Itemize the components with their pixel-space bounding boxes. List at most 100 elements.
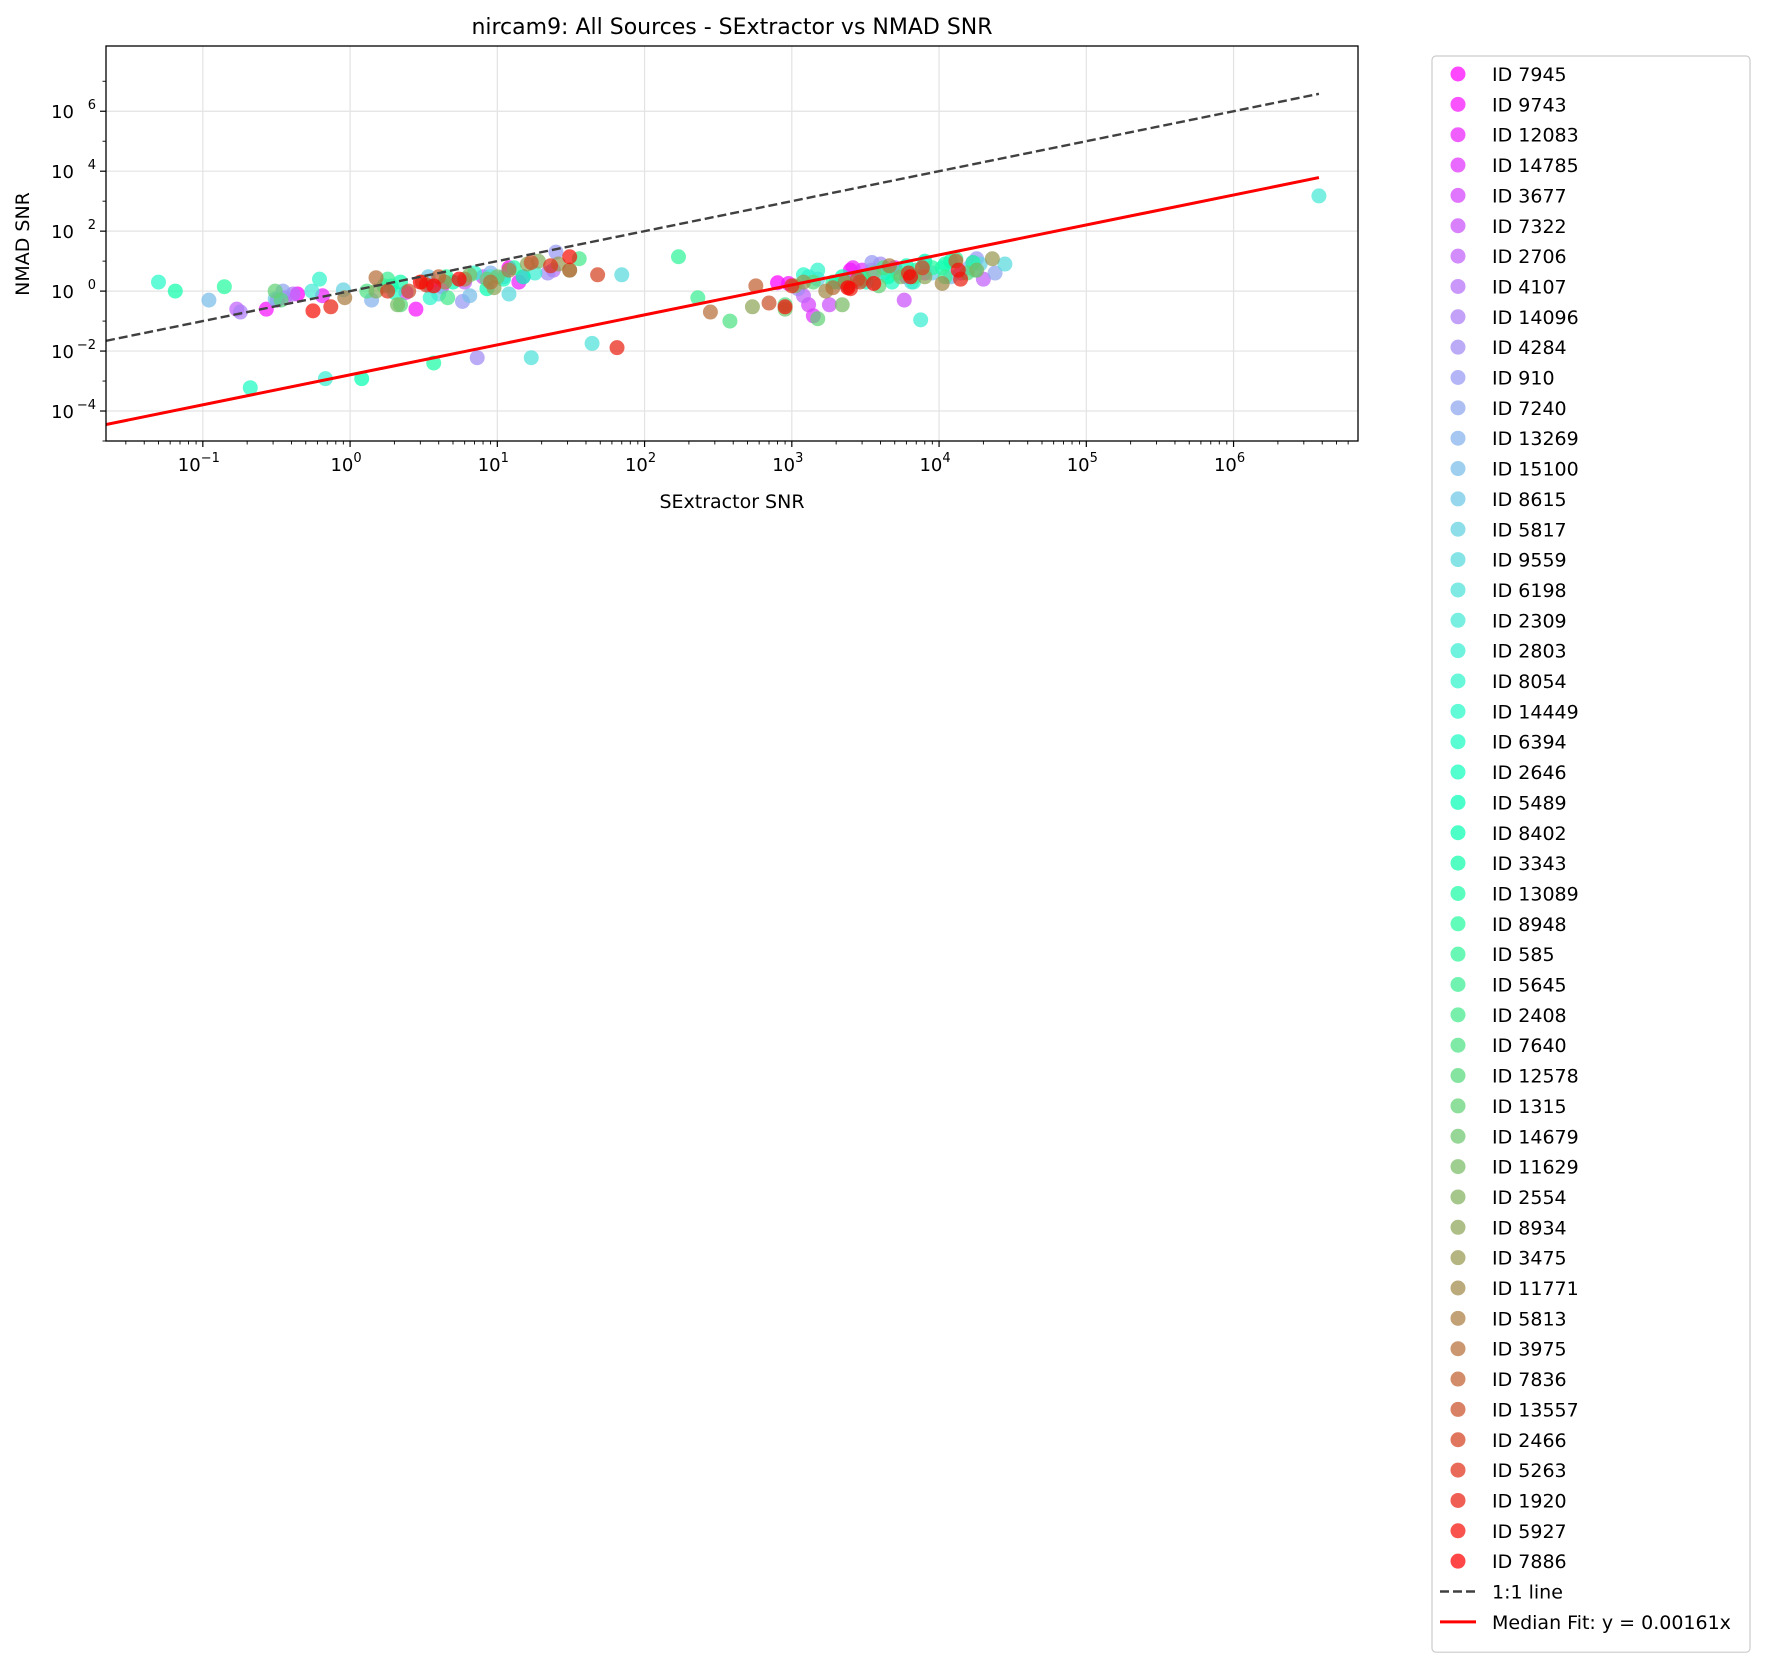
y-tick-label: 10 −4 — [51, 398, 96, 423]
data-point — [151, 274, 167, 290]
data-point — [232, 304, 248, 320]
legend-marker — [1450, 491, 1466, 507]
legend-label: ID 2309 — [1492, 610, 1567, 632]
legend-label: ID 12578 — [1492, 1066, 1579, 1088]
legend-marker — [1450, 339, 1466, 355]
y-tick-label: 10 6 — [51, 98, 96, 123]
data-point — [690, 290, 706, 306]
legend-marker — [1450, 946, 1466, 962]
legend-label: ID 4284 — [1492, 337, 1567, 359]
legend-label: ID 2408 — [1492, 1005, 1567, 1027]
data-point — [501, 262, 517, 278]
data-point — [167, 283, 183, 299]
legend-label: ID 8934 — [1492, 1217, 1567, 1239]
legend-label: ID 6394 — [1492, 732, 1567, 754]
legend-marker — [1450, 187, 1466, 203]
legend-marker — [1450, 612, 1466, 628]
one-to-one-line — [106, 92, 1320, 342]
legend-label: ID 7240 — [1492, 398, 1567, 420]
y-tick-label: 10 −2 — [51, 338, 96, 363]
data-point — [305, 303, 321, 319]
legend-marker — [1450, 309, 1466, 325]
data-point — [702, 304, 718, 320]
data-point — [896, 292, 912, 308]
legend-marker — [1450, 370, 1466, 385]
legend-marker — [1450, 885, 1466, 901]
median-fit-line — [106, 176, 1320, 427]
legend-marker — [1450, 643, 1466, 659]
legend-marker — [1450, 1371, 1466, 1387]
legend-marker — [1450, 66, 1466, 82]
legend-label: ID 2706 — [1492, 246, 1567, 268]
legend-label: ID 3677 — [1492, 185, 1567, 207]
chart-title: nircam9: All Sources - SExtractor vs NMA… — [471, 15, 992, 40]
legend-marker — [1450, 552, 1466, 568]
data-point — [950, 262, 966, 278]
legend-marker — [1450, 521, 1466, 537]
data-point — [368, 283, 384, 299]
data-point — [501, 286, 517, 302]
data-point — [609, 340, 625, 356]
data-point — [380, 283, 396, 299]
data-point — [934, 275, 950, 291]
legend-label: ID 14449 — [1492, 701, 1579, 723]
legend-label: ID 7945 — [1492, 64, 1567, 86]
data-point — [810, 262, 826, 278]
legend-marker — [1450, 916, 1466, 932]
data-point — [761, 295, 777, 311]
legend-label: ID 2554 — [1492, 1187, 1567, 1209]
legend-label: 1:1 line — [1492, 1582, 1563, 1604]
legend-marker — [1450, 734, 1466, 750]
legend-label: ID 8054 — [1492, 671, 1567, 693]
legend-marker — [1450, 1341, 1466, 1357]
data-point — [462, 288, 478, 304]
x-axis-label: SExtractor SNR — [659, 491, 804, 513]
legend-marker — [1450, 1159, 1466, 1175]
legend-marker — [1450, 825, 1466, 841]
data-point — [590, 267, 606, 283]
legend-label: ID 2466 — [1492, 1430, 1567, 1452]
y-tick-label: 10 0 — [51, 278, 96, 303]
legend-label: ID 14785 — [1492, 155, 1579, 177]
x-tick-label: 100 — [330, 451, 361, 476]
x-tick-label: 105 — [1067, 451, 1098, 476]
data-point — [969, 262, 985, 278]
legend-marker — [1450, 400, 1466, 416]
legend: ID 7945 ID 9743 ID 12083 ID 14785 ID 3677 ID … — [1431, 55, 1751, 1653]
legend-label: ID 15100 — [1492, 459, 1579, 481]
legend-label: ID 11629 — [1492, 1157, 1579, 1179]
data-point — [422, 290, 438, 306]
legend-marker — [1450, 218, 1466, 234]
legend-marker — [1450, 977, 1466, 992]
data-point — [777, 299, 793, 315]
legend-marker — [1450, 96, 1466, 112]
legend-label: ID 13269 — [1492, 428, 1579, 450]
x-tick-label: 101 — [478, 451, 509, 476]
legend-label: ID 9743 — [1492, 94, 1567, 116]
data-points — [151, 188, 1327, 396]
legend-label: ID 7886 — [1492, 1551, 1567, 1573]
legend-label: ID 5645 — [1492, 975, 1567, 997]
legend-label: ID 7322 — [1492, 216, 1567, 238]
legend-marker — [1450, 703, 1466, 719]
legend-label: ID 5813 — [1492, 1308, 1567, 1330]
legend-label: Median Fit: y = 0.00161x — [1492, 1612, 1731, 1634]
legend-label: ID 11771 — [1492, 1278, 1579, 1300]
x-tick-label: 10−1 — [178, 451, 220, 476]
data-point — [201, 292, 217, 308]
data-point — [451, 271, 467, 287]
legend-marker — [1450, 1310, 1466, 1326]
data-point — [323, 299, 339, 315]
data-point — [744, 299, 760, 315]
legend-marker — [1450, 1401, 1466, 1417]
legend-marker — [1450, 1553, 1466, 1569]
y-tick-label: 10 2 — [51, 218, 96, 243]
data-point — [440, 290, 456, 306]
data-point — [515, 269, 531, 285]
legend-label: ID 14679 — [1492, 1126, 1579, 1148]
legend-marker — [1450, 1219, 1466, 1235]
data-point — [614, 267, 630, 283]
legend-marker — [1450, 1098, 1466, 1114]
legend-label: ID 4107 — [1492, 276, 1567, 298]
x-tick-label: 103 — [772, 451, 803, 476]
